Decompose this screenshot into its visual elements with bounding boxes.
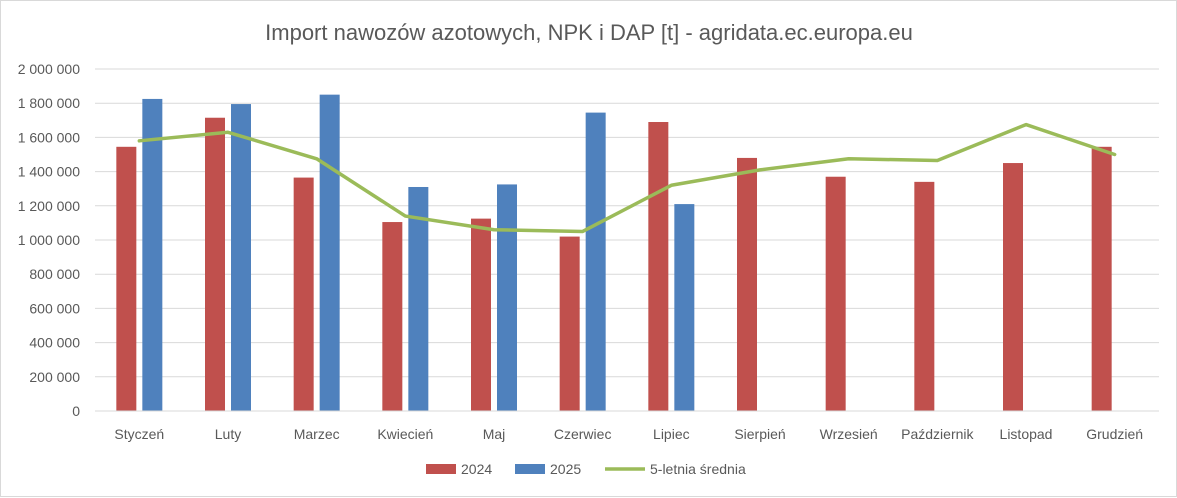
y-tick-label: 2 000 000 xyxy=(18,61,80,77)
y-tick-label: 1 600 000 xyxy=(18,129,80,145)
x-tick-label: Czerwiec xyxy=(554,426,612,442)
x-tick-label: Lipiec xyxy=(653,426,690,442)
bar-2024 xyxy=(648,122,669,411)
y-tick-label: 1 200 000 xyxy=(18,198,80,214)
bar-2025 xyxy=(408,186,429,411)
bar-2025 xyxy=(319,94,340,412)
bar-2024 xyxy=(382,222,403,411)
x-tick-label: Maj xyxy=(483,426,506,442)
x-tick-label: Kwiecień xyxy=(377,426,433,442)
bar-2024 xyxy=(471,218,491,411)
bar-2024 xyxy=(116,146,137,411)
bar-2025 xyxy=(585,112,606,411)
x-tick-label: Grudzień xyxy=(1086,426,1143,442)
bar-2024 xyxy=(825,176,846,411)
x-axis-ticks: Styczeń Luty Marzec Kwiecień Maj Czerwiec Lipi… xyxy=(95,410,1159,442)
y-tick-label: 400 000 xyxy=(29,335,80,351)
gridlines xyxy=(95,68,1159,412)
legend-label: 5-letnia średnia xyxy=(650,461,746,477)
line-series xyxy=(137,122,1117,234)
bar-2024 xyxy=(1091,146,1112,411)
bar-2024 xyxy=(559,236,580,411)
x-tick-label: Październik xyxy=(901,426,974,442)
bar-2025 xyxy=(674,204,695,411)
y-tick-label: 800 000 xyxy=(29,266,80,282)
y-tick-label: 0 xyxy=(72,403,80,419)
x-tick-label: Styczeń xyxy=(114,426,164,442)
legend-label: 2024 xyxy=(461,461,492,477)
legend-swatch xyxy=(515,464,545,474)
x-tick-label: Sierpień xyxy=(734,426,785,442)
bar-2024 xyxy=(205,117,225,412)
legend-swatch xyxy=(426,464,456,474)
bar-2025 xyxy=(142,98,163,412)
bar-2024 xyxy=(1003,163,1023,411)
bar-2024 xyxy=(914,181,935,411)
y-tick-label: 1 400 000 xyxy=(18,164,80,180)
bar-2024 xyxy=(737,157,757,411)
bar-2025 xyxy=(497,184,517,411)
average-line xyxy=(137,122,1117,234)
legend: 2024 2025 5-letnia średnia xyxy=(426,461,746,477)
y-tick-label: 600 000 xyxy=(29,300,80,316)
x-tick-label: Luty xyxy=(215,426,241,442)
y-tick-label: 1 000 000 xyxy=(18,232,80,248)
chart-title: Import nawozów azotowych, NPK i DAP [t] … xyxy=(265,20,913,45)
x-tick-label: Wrzesień xyxy=(820,426,878,442)
y-tick-label: 200 000 xyxy=(29,369,80,385)
bars xyxy=(116,94,1112,412)
bar-2025 xyxy=(231,104,251,412)
bar-2024 xyxy=(293,177,314,411)
y-tick-label: 1 800 000 xyxy=(18,95,80,111)
x-tick-label: Listopad xyxy=(1000,426,1053,442)
legend-label: 2025 xyxy=(550,461,581,477)
x-tick-label: Marzec xyxy=(294,426,340,442)
y-axis-ticks: 0 200 000 400 000 600 000 800 000 1 000 000 1 … xyxy=(18,61,81,419)
